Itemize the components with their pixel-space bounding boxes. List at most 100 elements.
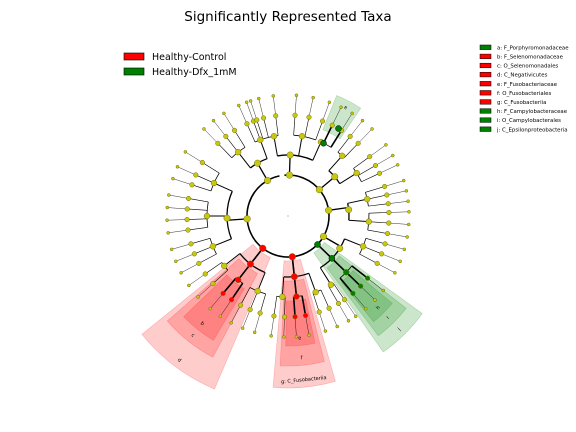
node [210, 179, 218, 187]
node-biomarker-b [234, 276, 242, 283]
branch [319, 267, 332, 285]
node [373, 298, 377, 302]
branch [187, 208, 208, 211]
branch [337, 136, 351, 153]
branch [315, 120, 323, 140]
node [271, 94, 276, 98]
branch [312, 141, 322, 161]
biomarker-legend-label-c: c: O_Selenomonadales [497, 64, 559, 70]
branch [388, 211, 409, 213]
node [165, 205, 170, 210]
biomarker-legend-swatch-c [479, 62, 492, 69]
node [294, 334, 299, 339]
branch [270, 315, 275, 336]
node [244, 100, 249, 105]
node [165, 218, 169, 222]
sector-label-i: i [386, 315, 391, 320]
legend-label-dfx: Healthy-Dfx_1mM [152, 67, 237, 78]
node [367, 154, 373, 160]
node [395, 163, 400, 167]
biomarker-legend-swatch-j [479, 126, 492, 132]
branch [368, 221, 389, 224]
sector-label-d: d [176, 357, 182, 364]
node [218, 314, 223, 319]
branch [238, 105, 248, 124]
node [238, 302, 244, 308]
branch [344, 299, 356, 317]
branch [368, 212, 389, 214]
branch [195, 174, 215, 184]
biomarker-legend-label-a: a: F_Porphyromonadaceae [497, 45, 569, 51]
node [404, 189, 409, 193]
branch [386, 190, 407, 196]
biomarker-legend-label-e: e: F_Fusobacteriaceae [497, 82, 558, 88]
node [312, 288, 319, 296]
node [381, 288, 386, 293]
node [384, 192, 390, 198]
branch [188, 198, 209, 203]
node [339, 152, 346, 159]
node [339, 105, 343, 109]
node [292, 112, 298, 118]
node [166, 231, 170, 235]
node [271, 313, 277, 319]
arc-order [277, 154, 314, 161]
branch [167, 219, 188, 221]
sector-label-j: j [396, 327, 402, 333]
node [252, 330, 257, 335]
branch [322, 102, 330, 122]
branch [273, 95, 276, 116]
node-biomarker-h [314, 241, 321, 248]
node-biomarker-a [320, 139, 327, 147]
node [270, 133, 278, 140]
node-biomarker-b [220, 290, 226, 296]
branch [384, 180, 404, 187]
node [327, 281, 335, 288]
branch [352, 293, 366, 309]
branch [281, 276, 285, 297]
branch [275, 115, 279, 136]
biomarker-legend-label-b: b: F_Selenomonadaceae [497, 55, 564, 61]
node [209, 243, 217, 250]
node-biomarker-e [293, 293, 300, 300]
branch [387, 233, 408, 238]
branch [328, 285, 339, 304]
branch [367, 229, 388, 234]
node [191, 251, 197, 257]
node [331, 173, 339, 181]
sector-label-c: c [190, 333, 196, 340]
node [407, 210, 411, 214]
branch [359, 253, 378, 264]
node [279, 293, 286, 300]
branch [190, 238, 211, 245]
branch [202, 162, 220, 174]
node-root [287, 215, 289, 217]
node [370, 127, 374, 131]
node [184, 216, 190, 223]
branch [358, 128, 373, 144]
node [319, 118, 326, 124]
node [406, 222, 411, 227]
biomarker-legend-label-h: h: F_Campylobacteraceae [497, 109, 568, 115]
branch [344, 143, 359, 158]
sector-label-h: h [375, 305, 381, 312]
node-biomarker-h [343, 269, 350, 276]
sector-label-e: e [298, 335, 302, 341]
branch [385, 243, 405, 250]
node-biomarker-b [228, 297, 235, 303]
node [189, 182, 195, 188]
branch [333, 282, 345, 300]
branch [187, 218, 208, 220]
branch-biomarker-a [322, 124, 333, 144]
branch-biomarker-e [292, 296, 296, 317]
node [202, 271, 208, 277]
branch [198, 253, 217, 264]
branch [308, 273, 317, 293]
node [306, 114, 312, 120]
branch [305, 315, 310, 336]
sector-b [183, 274, 245, 341]
node [210, 281, 216, 287]
branch [258, 98, 264, 119]
branch [223, 113, 235, 131]
branch [249, 290, 258, 310]
